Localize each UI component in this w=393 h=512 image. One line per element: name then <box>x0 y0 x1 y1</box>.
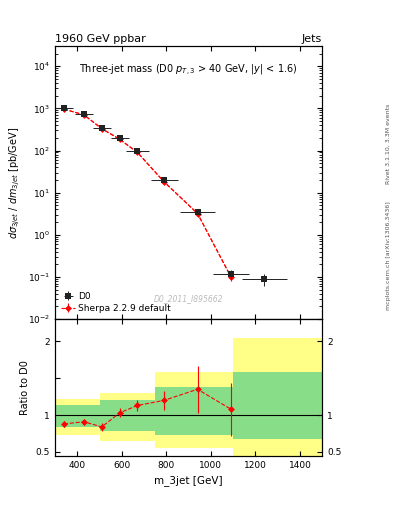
Text: Three-jet mass (D0 $p_{T,3}$ > 40 GeV, $|y|$ < 1.6): Three-jet mass (D0 $p_{T,3}$ > 40 GeV, $… <box>79 62 298 77</box>
Text: 1960 GeV ppbar: 1960 GeV ppbar <box>55 34 146 44</box>
Text: Jets: Jets <box>302 34 322 44</box>
Text: Rivet 3.1.10, 3.3M events: Rivet 3.1.10, 3.3M events <box>386 103 391 183</box>
Y-axis label: Ratio to D0: Ratio to D0 <box>20 360 30 415</box>
Legend: D0, Sherpa 2.2.9 default: D0, Sherpa 2.2.9 default <box>59 290 173 315</box>
X-axis label: m_3jet [GeV]: m_3jet [GeV] <box>154 475 223 486</box>
Y-axis label: $d\sigma_{3jet}$ / $dm_{3jet}$ [pb/GeV]: $d\sigma_{3jet}$ / $dm_{3jet}$ [pb/GeV] <box>8 126 22 239</box>
Text: mcplots.cern.ch [arXiv:1306.3436]: mcplots.cern.ch [arXiv:1306.3436] <box>386 202 391 310</box>
Text: D0_2011_I895662: D0_2011_I895662 <box>154 294 223 303</box>
